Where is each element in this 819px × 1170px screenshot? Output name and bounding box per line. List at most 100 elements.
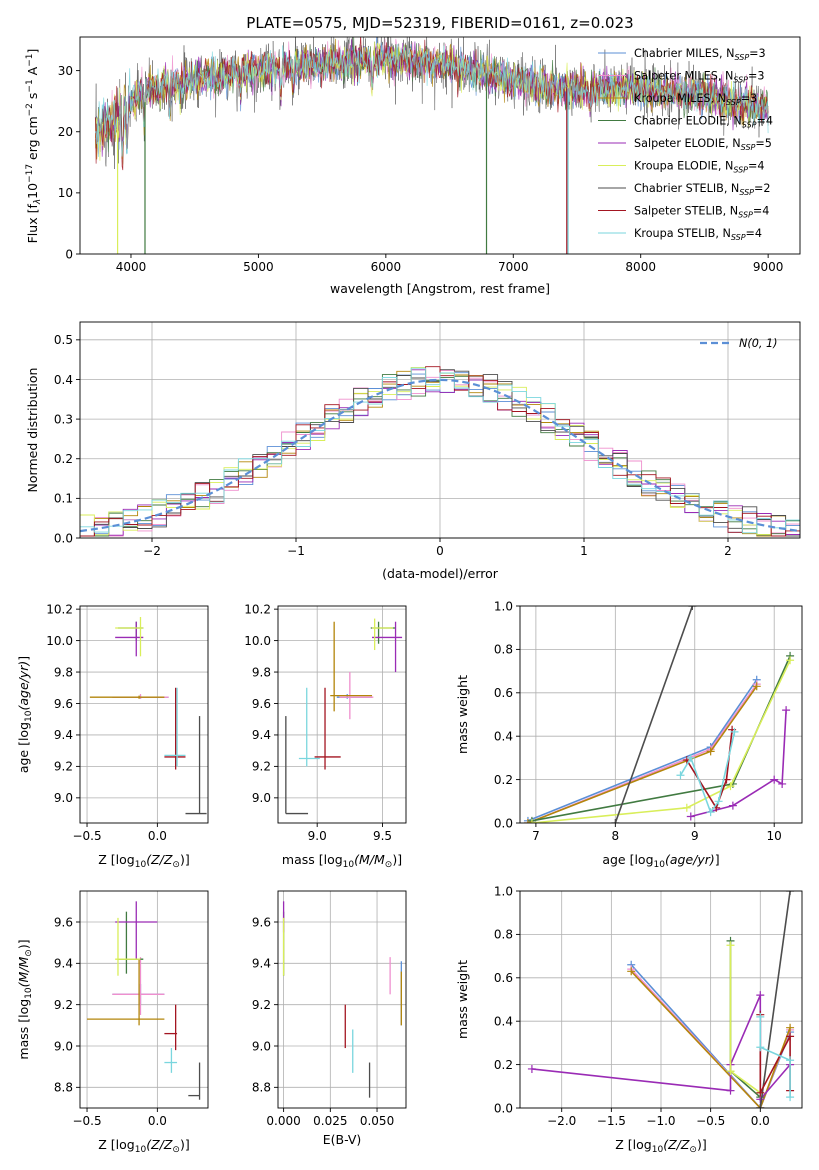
legend-entry-2: Kroupa MILES, NSSP=3 (634, 92, 757, 107)
axes-frame (79, 321, 801, 539)
label-part: )] (392, 852, 402, 867)
weight-marker (726, 782, 735, 791)
label-part: Chabrier MILES, N (634, 47, 734, 60)
weight-marker (726, 941, 735, 950)
y-tick-label: 9.2 (54, 760, 73, 774)
label-part: age [log (16, 722, 31, 773)
weight-line-8 (759, 1016, 791, 1098)
weight-marker (706, 747, 715, 756)
x-axis-label: Z [log10(Z/Z⊙)] (615, 1137, 706, 1155)
weight-marker (752, 682, 761, 691)
weight-marker (778, 779, 787, 788)
plot-area (80, 366, 800, 538)
label-part: Kroupa STELIB, N (634, 227, 731, 240)
label-part: =2 (754, 182, 771, 195)
x-tick-label: −1.0 (646, 1114, 675, 1128)
y-tick-label: 9.8 (54, 665, 73, 679)
label-part: (age/yr) (16, 661, 31, 711)
label-part: SSP (738, 211, 753, 220)
y-tick-label: 0.1 (54, 492, 73, 506)
legend-entry-4: Salpeter ELODIE, NSSP=5 (634, 137, 772, 152)
weight-marker (756, 991, 765, 1000)
label-part: mass [log (282, 852, 343, 867)
label-part: 10 (135, 860, 147, 870)
y-tick-label: 0.2 (54, 452, 73, 466)
label-part: SSP (741, 143, 756, 152)
legend-entry-3: Chabrier ELODIE, NSSP=4 (634, 115, 773, 130)
x-tick-label: 0.0 (148, 1114, 167, 1128)
label-part: Salpeter MILES, N (634, 70, 733, 83)
y-tick-label: 0.6 (494, 686, 513, 700)
errorbar-7 (314, 687, 341, 770)
x-axis-label: age [log10(age/yr)] (602, 852, 719, 870)
panel-age-vs-Z: −0.5 0.09.09.29.49.69.810.010.2Z [log10(Z… (16, 602, 209, 870)
errorbar-2 (87, 959, 165, 1026)
weight-line-0 (527, 679, 758, 822)
errorbar-4 (115, 901, 158, 960)
weight-marker (756, 1043, 765, 1052)
weight-line-2 (527, 685, 758, 823)
y-tick-label: 0.2 (494, 773, 513, 787)
x-tick-label: −0.5 (72, 1114, 101, 1128)
errorbar-8 (298, 687, 320, 767)
label-part: =4 (753, 205, 770, 218)
chart-title: PLATE=0575, MJD=52319, FIBERID=0161, z=0… (246, 14, 633, 32)
weight-marker (726, 1067, 735, 1076)
x-tick-label: 7 (532, 829, 540, 843)
label-symbol: λ (33, 199, 43, 205)
y-tick-label: 30 (58, 64, 73, 78)
label-part: SSP (731, 233, 746, 242)
weight-marker (527, 819, 536, 823)
errorbar-5 (115, 617, 144, 657)
y-tick-label: 0.0 (494, 816, 513, 830)
errorbar-7 (164, 687, 186, 770)
label-part: age [log (602, 852, 653, 867)
label-part: A (25, 66, 40, 79)
label-part: (Z/Z (146, 852, 173, 867)
axes-frame (277, 605, 407, 824)
errorbar-2 (330, 621, 373, 712)
x-tick-label: 0.0 (148, 829, 167, 843)
label-part: −2 (25, 103, 35, 116)
weight-marker (730, 727, 739, 736)
y-tick-label: 9.8 (252, 665, 271, 679)
label-part: SSP (734, 53, 749, 62)
label-part: Salpeter ELODIE, N (634, 137, 741, 150)
y-tick-label: 9.6 (252, 915, 271, 929)
x-tick-label: 5000 (243, 260, 274, 274)
weight-marker (686, 812, 695, 821)
weight-line-5 (531, 659, 791, 823)
y-tick-label: 9.2 (54, 998, 73, 1012)
y-tick-label: 9.0 (54, 791, 73, 805)
label-part: =4 (756, 115, 773, 128)
x-axis-label: mass [log10(M/M⊙)] (282, 852, 402, 870)
y-tick-label: 0.3 (54, 412, 73, 426)
errorbar-1 (112, 957, 165, 1015)
y-tick-label: 9.6 (54, 697, 73, 711)
label-part: ] (16, 656, 31, 661)
x-tick-label: 8 (612, 829, 620, 843)
label-part: (age/yr) (665, 852, 715, 867)
label-part: ] (715, 852, 720, 867)
spectrum-line-8 (94, 44, 769, 157)
label-part: Salpeter STELIB, N (634, 205, 738, 218)
errorbar-6 (285, 716, 309, 815)
panel-mass-vs-EBV: 0.000 0.025 0.050 8.8 9.0 9.2 9.4 9.6 E(B-V) (252, 890, 407, 1147)
x-axis-label: Z [log10(Z/Z⊙)] (98, 1137, 189, 1155)
panel-residuals: −2 −1 0 1 2 0.0 0.1 0.2 0.3 0.4 0.5 (data-model)/er… (25, 321, 801, 581)
y-axis-label: mass [log10(M/M⊙)] (16, 939, 34, 1059)
weight-line-4 (531, 994, 791, 1102)
plot-area (94, 37, 769, 254)
y-tick-label: 10.2 (46, 602, 73, 616)
x-tick-label: 0.050 (360, 1114, 394, 1128)
y-tick-label: 9.0 (54, 1039, 73, 1053)
weight-marker (786, 1023, 795, 1032)
plot-area (282, 901, 402, 1098)
label-part: =3 (748, 70, 765, 83)
x-tick-label: −1.5 (597, 1114, 626, 1128)
x-tick-label: 9.5 (373, 829, 392, 843)
y-tick-label: 9.4 (252, 728, 271, 742)
label-part: ⊙ (172, 860, 180, 870)
